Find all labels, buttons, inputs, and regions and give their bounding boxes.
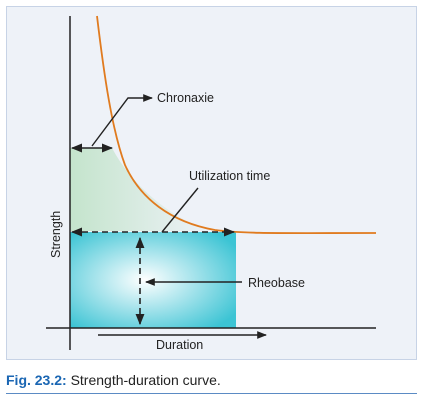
figure-caption: Fig. 23.2: Strength-duration curve. (6, 372, 221, 388)
caption-divider (6, 393, 417, 394)
figure-number: Fig. 23.2: (6, 372, 67, 388)
utilization-time-pointer (161, 187, 199, 233)
utilization-time-label: Utilization time (189, 169, 270, 183)
rheobase-region (70, 232, 236, 328)
strength-axis-label: Strength (49, 211, 63, 258)
duration-label: Duration (156, 338, 203, 352)
chronaxie-callout (91, 94, 153, 147)
chronaxie-label: Chronaxie (157, 91, 214, 105)
strength-duration-curve (96, 15, 377, 235)
rheobase-label: Rheobase (248, 276, 305, 290)
caption-text: Strength-duration curve. (66, 372, 221, 388)
